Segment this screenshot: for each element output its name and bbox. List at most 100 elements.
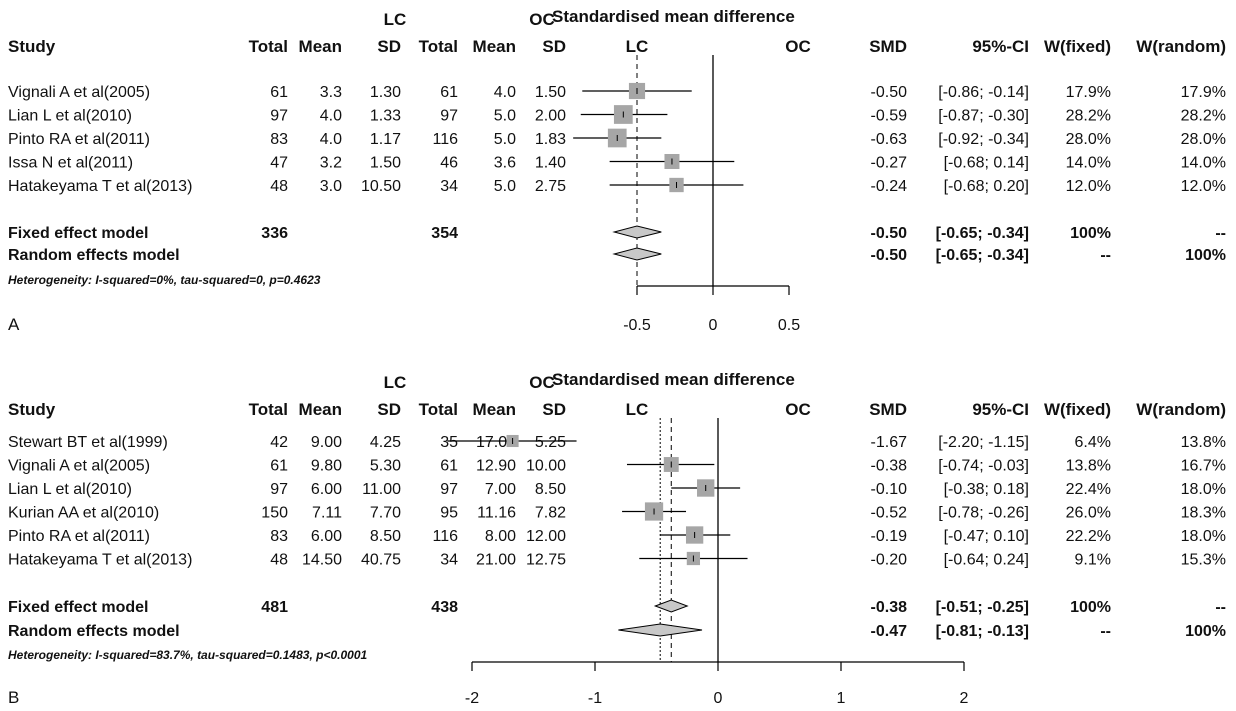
weight-fixed-value: 6.4% xyxy=(1075,434,1111,451)
oc-group-header: OC xyxy=(529,10,555,29)
lc-total-value: 83 xyxy=(270,528,288,545)
fixed-smd-value: -0.38 xyxy=(871,599,908,616)
lc-mean-value: 6.00 xyxy=(311,528,342,545)
study-name: Vignali A et al(2005) xyxy=(8,458,150,475)
weight-random-value: 18.3% xyxy=(1181,505,1226,522)
oc-mean-value: 3.6 xyxy=(494,155,516,172)
smd-header: SMD xyxy=(869,400,907,419)
ci-value: [-0.87; -0.30] xyxy=(938,108,1029,125)
lc-sd-value: 40.75 xyxy=(361,552,401,569)
random-smd-value: -0.50 xyxy=(871,247,908,264)
weight-fixed-value: 17.9% xyxy=(1066,84,1111,101)
study-name: Hatakeyama T et al(2013) xyxy=(8,552,192,569)
study-name: Issa N et al(2011) xyxy=(8,155,133,172)
oc-sd-value: 1.50 xyxy=(535,84,566,101)
oc-mean-header: Mean xyxy=(473,37,516,56)
lc-total-value: 97 xyxy=(270,481,288,498)
weight-fixed-value: 9.1% xyxy=(1075,552,1111,569)
random-ci-value: [-0.81; -0.13] xyxy=(936,623,1029,640)
lc-mean-value: 4.0 xyxy=(320,131,342,148)
weight-random-value: 18.0% xyxy=(1181,528,1226,545)
lc-total-header: Total xyxy=(249,400,288,419)
oc-group-header: OC xyxy=(529,373,555,392)
ci-value: [-0.74; -0.03] xyxy=(938,458,1029,475)
oc-total-value: 116 xyxy=(432,528,458,545)
oc-mean-header: Mean xyxy=(473,400,516,419)
smd-value: -0.50 xyxy=(871,84,908,101)
w-fixed-header: W(fixed) xyxy=(1044,400,1111,419)
lc-mean-header: Mean xyxy=(299,37,342,56)
lc-sd-value: 1.33 xyxy=(370,108,401,125)
fixed-weight-random: -- xyxy=(1215,599,1226,616)
lc-direction-label: LC xyxy=(626,37,649,56)
oc-direction-label: OC xyxy=(785,400,811,419)
smd-header: SMD xyxy=(869,37,907,56)
weight-random-value: 28.0% xyxy=(1181,131,1226,148)
smd-value: -0.52 xyxy=(871,505,908,522)
lc-total-value: 83 xyxy=(270,131,288,148)
lc-sd-value: 1.17 xyxy=(370,131,401,148)
smd-value: -0.24 xyxy=(871,178,908,195)
fixed-effect-label: Fixed effect model xyxy=(8,599,148,616)
oc-total-value: 61 xyxy=(440,458,458,475)
oc-mean-value: 5.0 xyxy=(494,178,516,195)
weight-random-value: 13.8% xyxy=(1181,434,1226,451)
weight-fixed-value: 26.0% xyxy=(1066,505,1111,522)
x-tick-label: 1 xyxy=(837,690,846,707)
x-tick-label: 0 xyxy=(709,317,718,334)
lc-sd-value: 8.50 xyxy=(370,528,401,545)
lc-sd-value: 1.30 xyxy=(370,84,401,101)
smd-title: Standardised mean difference xyxy=(552,7,795,26)
lc-total-value: 47 xyxy=(270,155,288,172)
lc-total-header: Total xyxy=(249,37,288,56)
lc-direction-label: LC xyxy=(626,400,649,419)
oc-total-value: 97 xyxy=(440,481,458,498)
study-header: Study xyxy=(8,400,56,419)
x-tick-label: 2 xyxy=(960,690,969,707)
study-name: Kurian AA et al(2010) xyxy=(8,505,159,522)
fixed-smd-value: -0.50 xyxy=(871,225,908,242)
ci-value: [-0.64; 0.24] xyxy=(944,552,1029,569)
weight-fixed-value: 28.0% xyxy=(1066,131,1111,148)
oc-sd-value: 8.50 xyxy=(535,481,566,498)
ci-value: [-0.78; -0.26] xyxy=(938,505,1029,522)
lc-total-value: 48 xyxy=(270,552,288,569)
lc-sd-value: 7.70 xyxy=(370,505,401,522)
weight-random-value: 12.0% xyxy=(1181,178,1226,195)
oc-sd-value: 5.25 xyxy=(535,434,566,451)
oc-sd-value: 1.40 xyxy=(535,155,566,172)
ci-value: [-0.38; 0.18] xyxy=(944,481,1029,498)
lc-total-value: 42 xyxy=(270,434,288,451)
heterogeneity-note: Heterogeneity: I-squared=0%, tau-squared… xyxy=(8,273,321,287)
oc-mean-value: 11.16 xyxy=(477,505,516,522)
ci-value: [-0.68; 0.20] xyxy=(944,178,1029,195)
x-tick-label: 0 xyxy=(714,690,723,707)
oc-sd-header: SD xyxy=(542,400,566,419)
weight-random-value: 17.9% xyxy=(1181,84,1226,101)
oc-mean-value: 17.00 xyxy=(476,434,516,451)
fixed-ci-value: [-0.65; -0.34] xyxy=(936,225,1029,242)
lc-mean-value: 9.80 xyxy=(311,458,342,475)
oc-mean-value: 5.0 xyxy=(494,131,516,148)
weight-fixed-value: 14.0% xyxy=(1066,155,1111,172)
smd-title: Standardised mean difference xyxy=(552,370,795,389)
heterogeneity-note: Heterogeneity: I-squared=83.7%, tau-squa… xyxy=(8,648,367,662)
lc-sd-value: 11.00 xyxy=(362,481,401,498)
random-weight-random: 100% xyxy=(1185,247,1226,264)
oc-mean-value: 12.90 xyxy=(476,458,516,475)
study-name: Vignali A et al(2005) xyxy=(8,84,150,101)
fixed-lc-total: 481 xyxy=(261,599,288,616)
random-ci-value: [-0.65; -0.34] xyxy=(936,247,1029,264)
smd-value: -0.59 xyxy=(871,108,908,125)
panel-label: B xyxy=(8,688,19,707)
ci-header: 95%-CI xyxy=(972,37,1029,56)
lc-mean-value: 6.00 xyxy=(311,481,342,498)
oc-total-value: 61 xyxy=(440,84,458,101)
smd-value: -0.20 xyxy=(871,552,908,569)
oc-total-value: 116 xyxy=(432,131,458,148)
lc-total-value: 61 xyxy=(270,84,288,101)
oc-total-value: 95 xyxy=(440,505,458,522)
random-effects-label: Random effects model xyxy=(8,623,180,640)
ci-value: [-0.92; -0.34] xyxy=(938,131,1029,148)
x-tick-label: 0.5 xyxy=(778,317,800,334)
